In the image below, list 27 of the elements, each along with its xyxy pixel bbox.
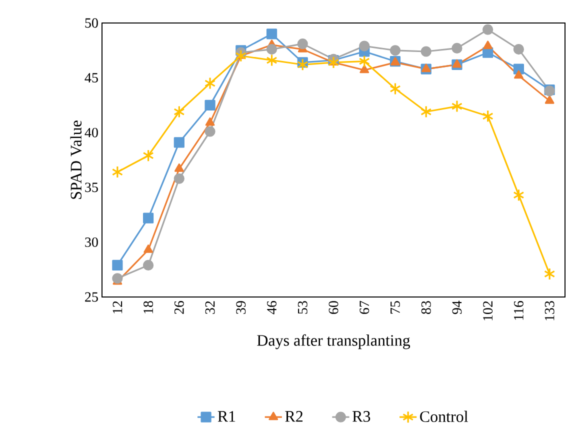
x-tick-label: 116 — [514, 300, 524, 320]
x-tick-label: 53 — [298, 301, 308, 314]
x-tick-label: 83 — [421, 301, 431, 314]
legend-label: Control — [420, 410, 468, 422]
x-tick-label: 32 — [205, 301, 215, 314]
legend-label: R3 — [352, 411, 370, 422]
legend-label: R1 — [218, 411, 236, 422]
x-tick-label: 75 — [390, 301, 400, 314]
x-tick-label: 39 — [236, 301, 246, 314]
x-axis-title: Days after transplanting — [257, 334, 410, 350]
x-tick-label: 94 — [452, 300, 462, 314]
x-tick-label: 46 — [267, 300, 276, 314]
x-tick-label: 102 — [483, 301, 493, 320]
y-tick-label: 35 — [85, 182, 98, 192]
x-tick-label: 18 — [144, 301, 154, 314]
x-tick-label: 133 — [544, 301, 554, 320]
y-tick-label: 25 — [85, 292, 98, 302]
x-tick-label: 67 — [360, 300, 370, 314]
y-tick-label: 50 — [85, 18, 98, 28]
x-tick-label: 12 — [112, 301, 122, 314]
x-tick-label: 26 — [174, 300, 184, 314]
legend-label: R2 — [285, 411, 303, 422]
y-axis-title: SPAD Value — [70, 120, 82, 199]
x-tick-label: 60 — [328, 301, 338, 314]
y-tick-label: 30 — [85, 237, 98, 247]
y-tick-label: 40 — [84, 128, 98, 138]
y-tick-label: 45 — [84, 73, 98, 82]
